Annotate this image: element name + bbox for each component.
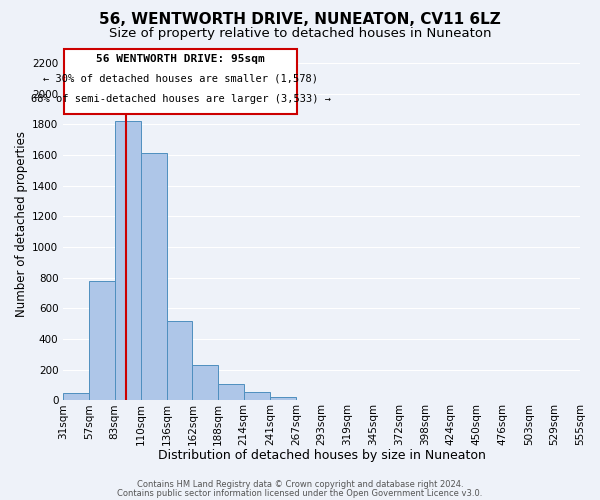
Bar bbox=[271, 398, 296, 400]
Bar bbox=[244, 392, 271, 400]
Text: ← 30% of detached houses are smaller (1,578): ← 30% of detached houses are smaller (1,… bbox=[43, 74, 318, 84]
Text: Contains HM Land Registry data © Crown copyright and database right 2024.: Contains HM Land Registry data © Crown c… bbox=[137, 480, 463, 489]
Bar bbox=[193, 365, 218, 400]
Bar bbox=[167, 322, 193, 400]
Y-axis label: Number of detached properties: Number of detached properties bbox=[15, 131, 28, 317]
Bar bbox=[218, 384, 244, 400]
Text: 56 WENTWORTH DRIVE: 95sqm: 56 WENTWORTH DRIVE: 95sqm bbox=[96, 54, 265, 64]
Bar bbox=[89, 280, 115, 400]
Bar bbox=[141, 154, 167, 400]
Text: 68% of semi-detached houses are larger (3,533) →: 68% of semi-detached houses are larger (… bbox=[31, 94, 331, 104]
Bar bbox=[115, 121, 141, 400]
Bar bbox=[63, 393, 89, 400]
X-axis label: Distribution of detached houses by size in Nuneaton: Distribution of detached houses by size … bbox=[158, 450, 485, 462]
FancyBboxPatch shape bbox=[64, 49, 297, 114]
Text: Size of property relative to detached houses in Nuneaton: Size of property relative to detached ho… bbox=[109, 28, 491, 40]
Text: 56, WENTWORTH DRIVE, NUNEATON, CV11 6LZ: 56, WENTWORTH DRIVE, NUNEATON, CV11 6LZ bbox=[99, 12, 501, 28]
Text: Contains public sector information licensed under the Open Government Licence v3: Contains public sector information licen… bbox=[118, 488, 482, 498]
